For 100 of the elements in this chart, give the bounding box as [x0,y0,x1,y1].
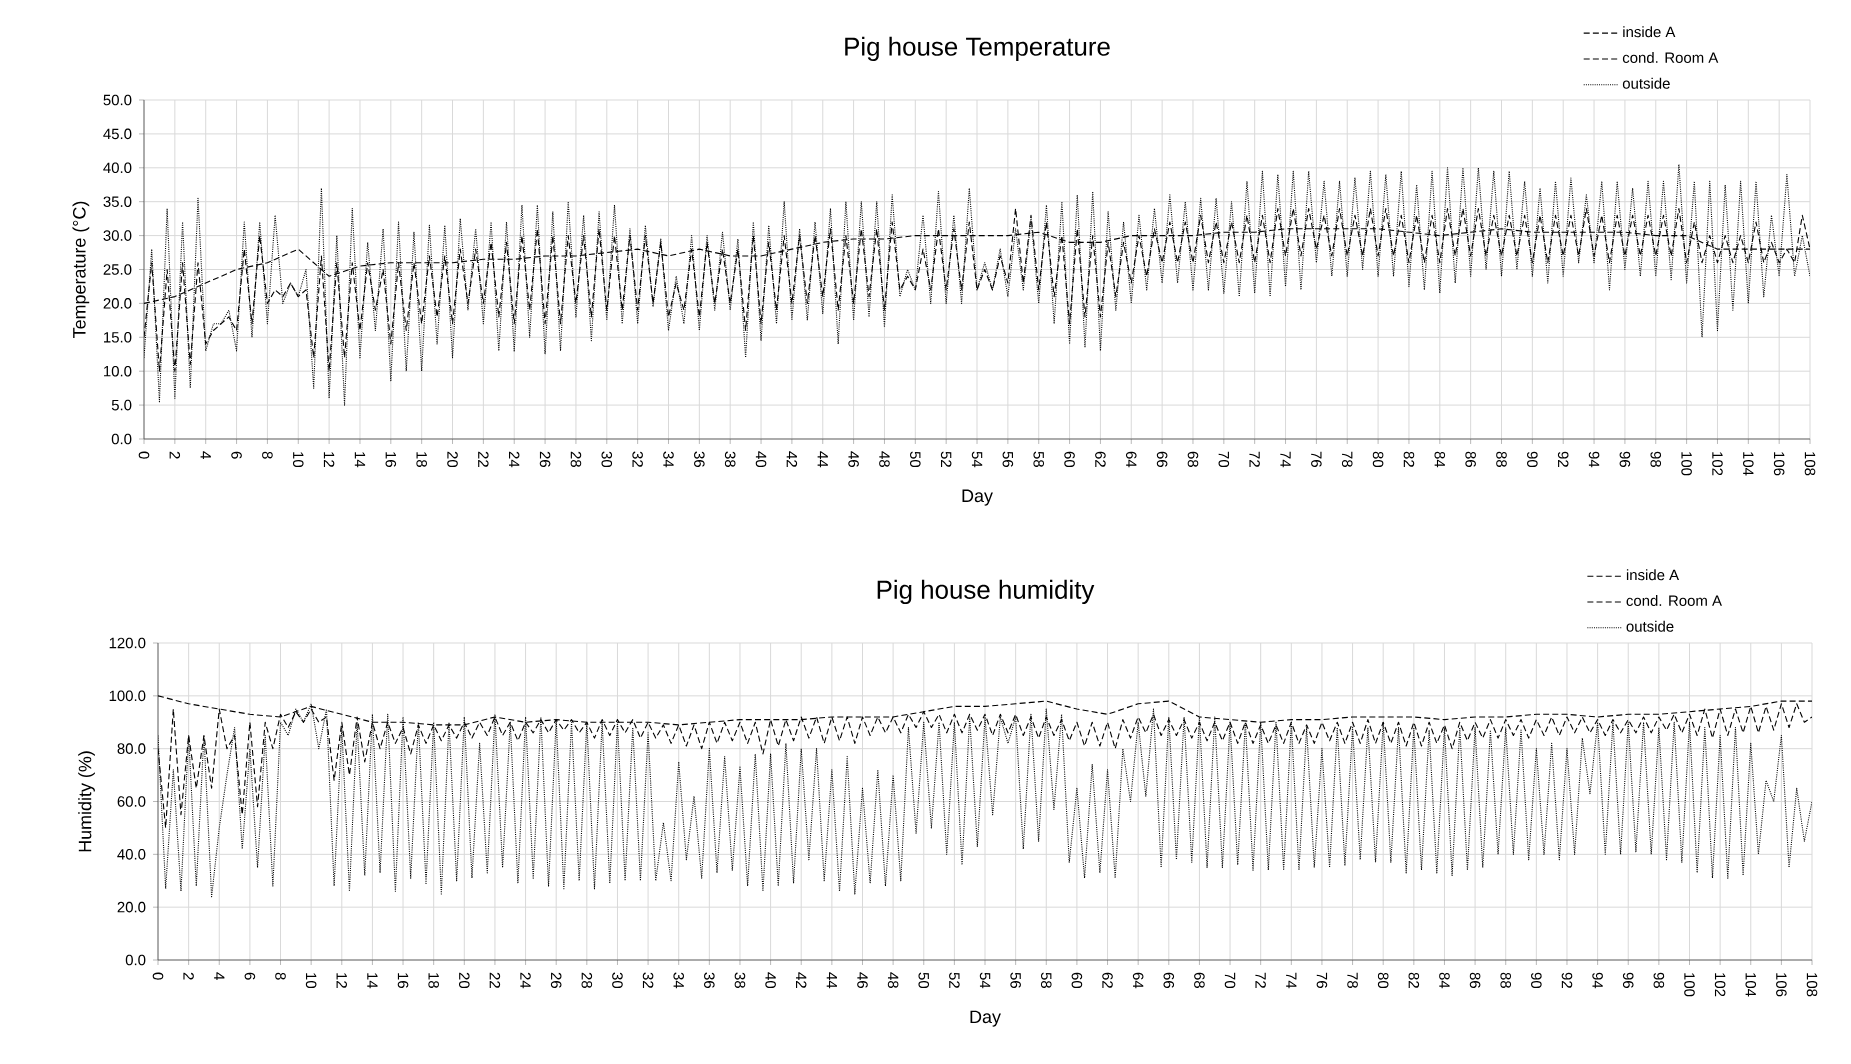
y-tick-label: 45.0 [103,128,132,140]
x-tick-label: 70 [1224,972,1236,989]
x-tick-label: 64 [1125,451,1137,468]
x-tick-label: 92 [1561,972,1573,988]
x-tick-label: 90 [1531,972,1542,989]
chart-title: Pig house humidity [877,579,1095,604]
x-tick-label: 86 [1465,451,1476,467]
x-tick-label: 54 [971,451,983,468]
x-tick-label: 100 [1684,973,1695,997]
x-tick-label: 32 [632,451,643,467]
x-tick-label: 34 [673,972,684,989]
x-tick-label: 88 [1496,451,1507,467]
x-tick-label: 36 [704,972,715,988]
x-tick-label: 84 [1434,451,1446,468]
x-tick-label: 12 [323,452,335,467]
x-tick-label: 78 [1341,451,1353,467]
x-tick-label: 40 [765,972,776,989]
x-tick-label: 40 [755,451,767,468]
x-tick-label: 2 [183,972,194,980]
x-tick-label: 106 [1776,973,1787,997]
x-tick-label: 0 [138,451,150,459]
y-tick-label: 15.0 [104,332,132,343]
legend-label: outside [1626,620,1674,632]
x-tick-label: 2 [169,451,181,459]
x-tick-label: 12 [336,973,347,988]
x-tick-label: 0 [152,972,164,980]
x-tick-label: 44 [826,972,837,989]
y-tick-label: 5.0 [111,399,132,411]
x-tick-label: 88 [1500,972,1512,988]
x-tick-label: 44 [817,451,828,468]
x-tick-label: 104 [1745,973,1757,997]
x-tick-label: 4 [214,972,225,980]
y-tick-label: 10.0 [104,365,132,377]
x-tick-label: 60 [1064,451,1075,468]
x-tick-label: 54 [979,972,991,989]
x-tick-label: 96 [1622,972,1634,988]
x-tick-label: 16 [385,452,397,467]
chart-title: Pig house Temperature [845,36,1110,61]
x-tick-label: 42 [786,451,798,467]
x-tick-label: 72 [1249,451,1260,467]
x-tick-label: 82 [1408,972,1420,988]
y-tick-label: 20.0 [103,298,132,309]
x-tick-label: 6 [244,972,256,980]
x-tick-label: 76 [1311,451,1322,467]
x-tick-label: 70 [1218,451,1230,468]
y-tick-label: 20.0 [117,901,146,913]
x-tick-label: 84 [1439,972,1450,989]
y-tick-label: 35.0 [103,196,132,207]
y-tick-label: 50.0 [103,94,132,106]
x-tick-label: 100 [1681,452,1692,476]
x-tick-label: 62 [1102,972,1113,988]
legend-label: outside [1622,77,1670,89]
x-tick-label: 30 [612,972,623,989]
y-tick-label: 40.0 [103,162,132,174]
y-tick-label: 60.0 [117,796,146,807]
y-tick-label: 100.0 [109,690,146,702]
legend-label: cond. Room A [1626,595,1722,607]
x-tick-label: 68 [1194,972,1205,988]
x-tick-label: 102 [1714,973,1726,997]
x-tick-label: 20 [447,451,458,468]
x-tick-label: 14 [354,452,366,468]
x-tick-label: 90 [1527,451,1538,468]
x-tick-label: 76 [1316,972,1328,988]
x-tick-label: 98 [1650,451,1662,467]
x-tick-label: 58 [1033,451,1045,467]
legend-label: inside A [1623,26,1676,38]
x-tick-label: 26 [550,972,562,988]
x-tick-label: 18 [428,973,439,988]
x-axis-title: Day [962,489,993,506]
y-tick-label: 80.0 [117,743,146,754]
legend-label: inside A [1626,569,1680,581]
x-tick-label: 60 [1071,972,1083,989]
x-tick-label: 22 [478,451,489,467]
x-tick-label: 28 [570,451,582,467]
y-tick-label: 0.0 [111,433,132,445]
y-tick-label: 30.0 [103,230,132,241]
x-tick-label: 86 [1469,972,1481,988]
x-tick-label: 62 [1095,451,1106,467]
x-tick-label: 96 [1619,451,1631,467]
x-tick-label: 104 [1743,452,1754,476]
x-tick-label: 74 [1286,972,1297,989]
x-tick-label: 66 [1156,451,1168,467]
x-tick-label: 58 [1040,972,1052,988]
legend-label: cond. Room A [1622,52,1719,64]
x-tick-label: 4 [200,451,211,459]
x-tick-label: 24 [520,972,531,989]
y-tick-label: 0.0 [125,954,146,966]
y-tick-label: 40.0 [117,849,146,860]
x-tick-label: 16 [397,973,409,988]
y-tick-label: 25.0 [103,264,132,275]
x-tick-label: 32 [642,972,654,988]
x-tick-label: 94 [1592,972,1603,989]
x-tick-label: 8 [275,972,286,980]
x-tick-label: 98 [1653,972,1665,988]
y-axis-title: Temperature (°C) [72,201,90,338]
x-tick-label: 8 [262,451,273,459]
x-tick-label: 36 [694,451,705,467]
x-tick-label: 46 [848,451,859,467]
x-tick-label: 74 [1280,451,1291,468]
x-tick-label: 52 [940,451,952,467]
